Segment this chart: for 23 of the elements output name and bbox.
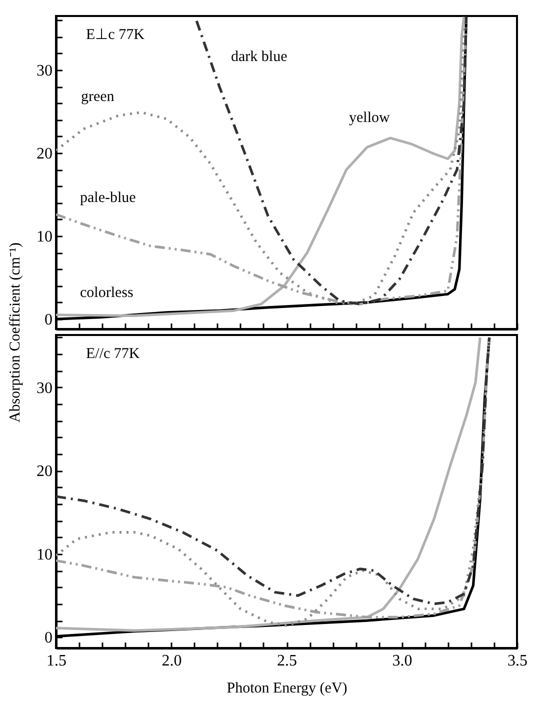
series-label: colorless: [80, 285, 134, 301]
y-tick-label: 20: [36, 145, 52, 162]
series-label: dark blue: [231, 49, 288, 65]
text: E//c 77K: [86, 346, 140, 362]
x-tick-label: 2.5: [277, 652, 297, 670]
y-axis-title: Absorption Coefficient (cm⁻¹): [8, 242, 24, 423]
y-tick-label: 0: [44, 630, 52, 647]
series-label: yellow: [349, 110, 390, 126]
y-tick-label: 10: [36, 546, 52, 564]
y-tick-label: 20: [36, 463, 52, 480]
y-tick-label: 30: [36, 62, 52, 80]
x-tick-label: 3.5: [508, 652, 528, 670]
x-tick-label: 2.0: [162, 652, 182, 670]
y-tick-label: 30: [36, 380, 52, 397]
text: E⊥c 77K: [86, 27, 145, 43]
line-series: [195, 16, 468, 306]
x-tick-label: 1.5: [46, 652, 66, 670]
y-tick-label: 10: [36, 228, 52, 246]
y-tick-label: 0: [44, 312, 52, 329]
series-label: green: [81, 89, 115, 105]
x-tick-label: 3.0: [392, 652, 412, 670]
series-label: pale-blue: [80, 190, 136, 206]
x-axis-title: Photon Energy (eV): [226, 680, 348, 696]
